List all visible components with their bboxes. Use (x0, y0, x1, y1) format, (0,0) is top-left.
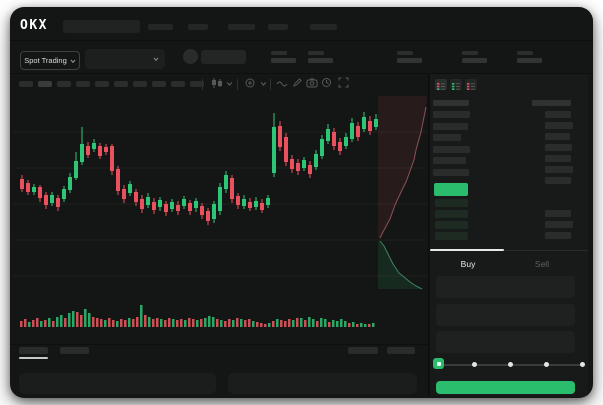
slider-dot[interactable] (543, 362, 549, 367)
search-input[interactable] (63, 20, 140, 33)
okx-logo: OKX (20, 18, 48, 33)
stat-label-placeholder (397, 51, 413, 55)
ask-price-placeholder[interactable] (433, 157, 466, 164)
chevron-down-icon[interactable] (260, 80, 267, 87)
stat-label-placeholder (271, 51, 287, 55)
app-window: OKX Spot Trading (10, 7, 593, 398)
ask-amount-placeholder[interactable] (545, 177, 571, 184)
buy-submit-button[interactable] (436, 381, 575, 394)
bottom-tab-2[interactable] (60, 347, 89, 354)
interval-button[interactable] (133, 81, 147, 87)
pair-dropdown[interactable] (85, 49, 165, 69)
nav-item-placeholder[interactable] (310, 24, 337, 30)
slider-dot[interactable] (471, 362, 477, 367)
slider-dot[interactable] (507, 362, 513, 367)
bid-amount-placeholder[interactable] (545, 221, 573, 228)
order-book-header-placeholder[interactable] (532, 100, 571, 106)
stat-label-placeholder (308, 51, 324, 55)
chevron-down-icon (70, 59, 76, 63)
bid-price-placeholder[interactable] (435, 221, 468, 229)
chevron-down-icon[interactable] (226, 80, 233, 87)
ask-price-placeholder[interactable] (433, 134, 461, 141)
nav-item-placeholder[interactable] (268, 24, 288, 30)
bottom-tab-1[interactable] (19, 347, 48, 354)
interval-button[interactable] (190, 81, 204, 87)
overlay-icon[interactable] (244, 77, 256, 89)
interval-button[interactable] (171, 81, 185, 87)
chevron-down-icon (153, 57, 159, 62)
ask-amount-placeholder[interactable] (545, 111, 571, 118)
stat-value-placeholder (462, 58, 487, 63)
camera-icon[interactable] (306, 77, 318, 88)
nav-item-placeholder[interactable] (188, 24, 208, 30)
interval-button[interactable] (57, 81, 71, 87)
price-chart-canvas[interactable] (10, 7, 593, 396)
book-combined-icon[interactable] (435, 79, 447, 90)
fullscreen-icon[interactable] (338, 77, 349, 88)
ask-price-placeholder[interactable] (433, 123, 468, 130)
bid-price-placeholder[interactable] (435, 210, 468, 218)
interval-button[interactable] (95, 81, 109, 87)
interval-button[interactable] (19, 81, 33, 87)
order-book-header-placeholder[interactable] (433, 100, 469, 106)
history-panel-placeholder (228, 373, 417, 394)
bottom-action-2[interactable] (387, 347, 415, 354)
nav-item-placeholder[interactable] (228, 24, 255, 30)
ask-amount-placeholder[interactable] (545, 144, 572, 151)
indicator-wave-icon[interactable] (276, 77, 288, 89)
slider-handle[interactable] (433, 358, 444, 369)
stat-value-placeholder (308, 58, 333, 63)
draw-pencil-icon[interactable] (292, 77, 303, 88)
tab-sell[interactable]: Sell (534, 259, 550, 269)
last-price-bar[interactable] (434, 183, 468, 196)
book-asks-icon[interactable] (465, 79, 477, 90)
buy-tab-indicator (430, 249, 504, 251)
slider-dot[interactable] (579, 362, 585, 367)
interval-button[interactable] (152, 81, 166, 87)
ask-amount-placeholder[interactable] (545, 122, 573, 129)
stat-value-placeholder (271, 58, 296, 63)
stat-label-placeholder (517, 51, 533, 55)
price-field[interactable] (436, 276, 575, 298)
trading-mode-label: Spot Trading (24, 56, 67, 65)
stat-label-placeholder (462, 51, 478, 55)
tab-buy[interactable]: Buy (460, 259, 476, 269)
stat-value-placeholder (517, 58, 542, 63)
bid-amount-placeholder[interactable] (545, 210, 571, 217)
interval-button[interactable] (38, 81, 52, 87)
bid-price-placeholder[interactable] (435, 199, 468, 207)
bottom-tab-indicator (19, 357, 48, 359)
ask-amount-placeholder[interactable] (545, 133, 570, 140)
stat-value-placeholder (397, 58, 422, 63)
amount-field[interactable] (436, 304, 575, 326)
total-field[interactable] (436, 331, 575, 353)
chart-type-icon[interactable] (211, 77, 223, 89)
ask-price-placeholder[interactable] (433, 146, 470, 153)
bid-price-placeholder[interactable] (435, 232, 468, 240)
book-bids-icon[interactable] (450, 79, 462, 90)
ask-price-placeholder[interactable] (433, 111, 470, 118)
bid-amount-placeholder[interactable] (545, 232, 571, 239)
trading-mode-selector[interactable]: Spot Trading (20, 51, 80, 70)
nav-item-placeholder[interactable] (148, 24, 173, 30)
interval-button[interactable] (76, 81, 90, 87)
interval-button[interactable] (114, 81, 128, 87)
ask-amount-placeholder[interactable] (545, 155, 571, 162)
bottom-action-1[interactable] (348, 347, 378, 354)
token-icon (183, 49, 198, 64)
last-price-placeholder (201, 50, 246, 64)
ask-amount-placeholder[interactable] (545, 166, 573, 173)
orders-panel-placeholder (19, 373, 216, 394)
ask-price-placeholder[interactable] (433, 169, 469, 176)
clock-icon[interactable] (321, 77, 332, 88)
